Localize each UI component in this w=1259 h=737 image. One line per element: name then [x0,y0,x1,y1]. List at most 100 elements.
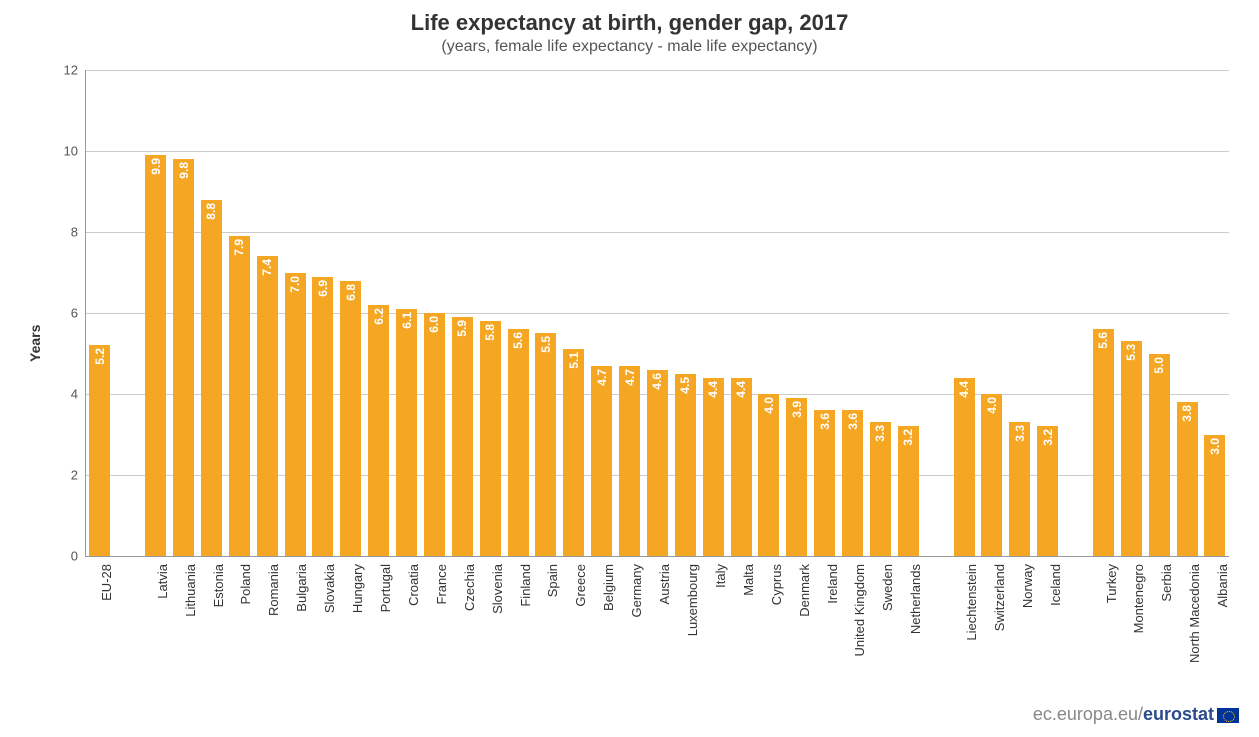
x-slot: Czechia [448,560,476,685]
x-category-label: Denmark [797,564,812,617]
x-slot: Ireland [811,560,839,685]
bar-value-label: 5.3 [1124,344,1138,364]
bar-slot: 5.6 [504,70,532,556]
bar-value-label: 4.0 [985,397,999,417]
eu-flag-icon [1217,708,1239,723]
bar-slot: 4.4 [950,70,978,556]
bar-slot: 4.4 [699,70,727,556]
chart-title: Life expectancy at birth, gender gap, 20… [20,10,1239,36]
x-category-label: Bulgaria [294,564,309,612]
bar: 3.0 [1204,435,1225,557]
group-gap [114,70,142,556]
x-slot: Hungary [336,560,364,685]
bar: 5.6 [508,329,529,556]
y-tick-label: 6 [71,306,86,321]
bar-value-label: 5.1 [567,352,581,372]
y-tick-label: 12 [64,63,86,78]
x-category-label: Serbia [1159,564,1174,602]
bar-value-label: 6.0 [427,316,441,336]
bar-slot: 5.0 [1145,70,1173,556]
bar: 4.5 [675,374,696,556]
bar-slot: 3.6 [811,70,839,556]
x-category-label: Liechtenstein [964,564,979,641]
x-category-label: Turkey [1104,564,1119,603]
bar-slot: 6.8 [337,70,365,556]
x-slot: Austria [643,560,671,685]
x-gap [922,560,950,685]
y-tick-label: 10 [64,143,86,158]
bar-slot: 5.5 [532,70,560,556]
bar-slot: 6.2 [365,70,393,556]
bar: 6.9 [312,277,333,556]
x-slot: Turkey [1090,560,1118,685]
x-slot: United Kingdom [838,560,866,685]
bar: 3.3 [870,422,891,556]
x-category-label: Greece [573,564,588,607]
bar: 5.9 [452,317,473,556]
y-tick-label: 2 [71,468,86,483]
y-tick-label: 8 [71,224,86,239]
bar-value-label: 4.4 [957,381,971,401]
bar: 5.0 [1149,354,1170,557]
x-category-label: Luxembourg [685,564,700,636]
bar-slot: 8.8 [198,70,226,556]
bar-slot: 4.6 [644,70,672,556]
bar-value-label: 5.0 [1152,357,1166,377]
bar: 3.2 [1037,426,1058,556]
bar-value-label: 4.4 [734,381,748,401]
bar-value-label: 6.9 [316,280,330,300]
bar-value-label: 3.8 [1180,405,1194,425]
plot-area: 0246810125.29.99.88.87.97.47.06.96.86.26… [85,70,1229,557]
bars-container: 5.29.99.88.87.97.47.06.96.86.26.16.05.95… [86,70,1229,556]
bar-slot: 9.9 [142,70,170,556]
x-category-label: Montenegro [1131,564,1146,633]
chart-subtitle: (years, female life expectancy - male li… [20,38,1239,56]
bar-value-label: 4.0 [762,397,776,417]
x-slot: Luxembourg [671,560,699,685]
bar: 5.2 [89,345,110,556]
x-category-label: Slovenia [490,564,505,614]
bar-value-label: 5.6 [1096,332,1110,352]
bar-value-label: 4.6 [650,373,664,393]
bar: 3.6 [842,410,863,556]
x-slot: France [420,560,448,685]
y-axis-label: Years [27,325,43,362]
bar-slot: 5.2 [86,70,114,556]
bar-value-label: 6.1 [400,312,414,332]
bar: 4.0 [981,394,1002,556]
bar-value-label: 5.6 [511,332,525,352]
group-gap [922,70,950,556]
bar-slot: 3.9 [783,70,811,556]
bar-slot: 7.9 [225,70,253,556]
bar: 3.3 [1009,422,1030,556]
x-slot: Slovenia [476,560,504,685]
bar-value-label: 3.3 [1013,425,1027,445]
x-slot: Bulgaria [280,560,308,685]
bar-slot: 5.6 [1090,70,1118,556]
bar: 4.4 [703,378,724,556]
x-category-label: France [434,564,449,604]
bar: 7.9 [229,236,250,556]
x-category-label: Estonia [211,564,226,607]
x-category-label: Malta [741,564,756,596]
x-gap [113,560,141,685]
x-slot: Iceland [1034,560,1062,685]
bar-value-label: 5.9 [455,320,469,340]
x-category-label: Portugal [378,564,393,612]
bar-slot: 3.3 [1006,70,1034,556]
bar-slot: 3.3 [867,70,895,556]
bar: 3.2 [898,426,919,556]
bar: 6.1 [396,309,417,556]
bar-value-label: 3.6 [818,413,832,433]
x-slot: Spain [532,560,560,685]
bar-value-label: 7.4 [260,259,274,279]
x-category-label: Spain [545,564,560,597]
bar-value-label: 9.8 [177,162,191,182]
x-slot: Netherlands [894,560,922,685]
bar-value-label: 5.5 [539,336,553,356]
bar-value-label: 8.8 [204,203,218,223]
bar-slot: 4.0 [978,70,1006,556]
bar-slot: 3.8 [1173,70,1201,556]
x-slot: Norway [1006,560,1034,685]
x-slot: Italy [699,560,727,685]
